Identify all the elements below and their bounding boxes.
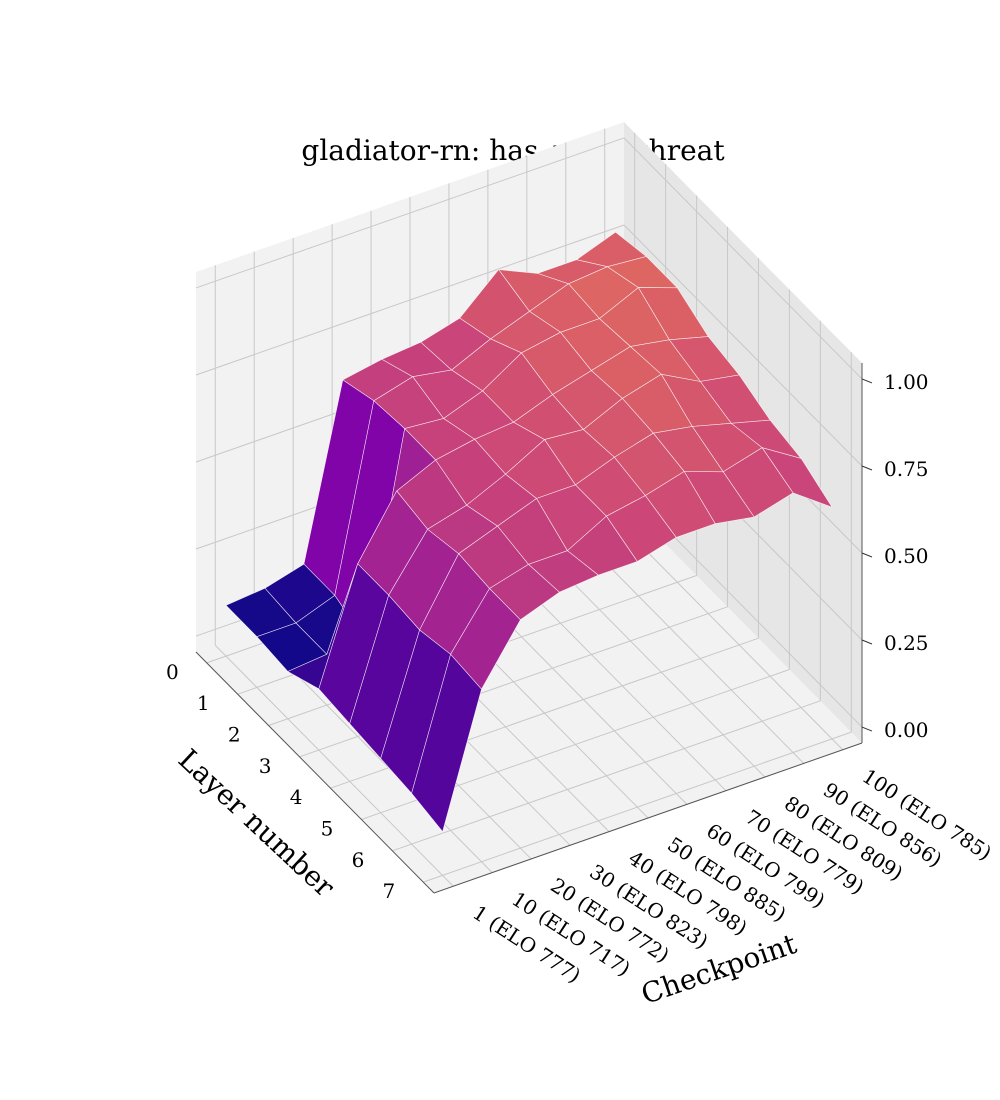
z-tick-label: 0.50 <box>884 544 929 568</box>
z-tick-mark <box>861 639 873 645</box>
layer-tick-label: 4 <box>290 785 303 809</box>
surface-mesh <box>225 231 833 833</box>
layer-tick-label: 5 <box>321 816 334 840</box>
gridline-z-right-wall <box>623 224 863 467</box>
checkpoint-axis-line <box>433 742 863 894</box>
z-tick-label: 0.25 <box>884 631 929 655</box>
surface-cell <box>411 653 482 833</box>
gridline-z-left-wall <box>195 224 625 376</box>
layer-tick-label: 6 <box>352 848 365 872</box>
z-tick-mark <box>861 465 873 471</box>
gridline-z-right-wall <box>623 137 863 380</box>
gridline-checkpoint-floor <box>214 644 454 887</box>
z-tick-mark <box>861 378 873 384</box>
layer-tick-label: 0 <box>166 660 179 684</box>
layer-axis-line <box>195 651 435 894</box>
layer-tick-label: 7 <box>383 879 396 903</box>
z-tick-label: 0.75 <box>884 457 929 481</box>
layer-tick-label: 2 <box>228 723 241 747</box>
layer-tick-label: 3 <box>259 754 272 778</box>
gridline-z-left-wall <box>195 137 625 289</box>
z-tick-label: 1.00 <box>884 370 929 394</box>
z-tick-mark <box>861 552 873 558</box>
z-tick-mark <box>861 726 873 732</box>
z-tick-label: 0.00 <box>884 718 929 742</box>
layer-tick-label: 1 <box>197 691 210 715</box>
